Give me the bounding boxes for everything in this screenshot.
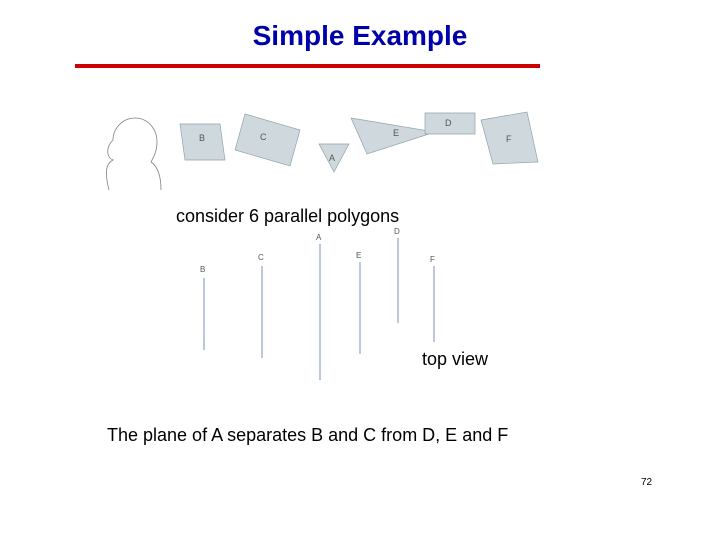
poly-a-label: A [329, 153, 335, 163]
title-rule [75, 64, 540, 68]
top-label-f: F [430, 255, 435, 264]
top-label-b: B [200, 265, 205, 274]
poly-f-label: F [506, 134, 512, 144]
poly-d-label: D [445, 118, 452, 128]
viewer-head-outline [106, 118, 161, 190]
top-label-c: C [258, 253, 264, 262]
top-label-a: A [316, 233, 322, 242]
caption-topview: top view [422, 349, 488, 370]
poly-e-label: E [393, 128, 399, 138]
caption-polygons: consider 6 parallel polygons [176, 206, 399, 227]
poly-c-label: C [260, 132, 267, 142]
top-label-d: D [394, 227, 400, 236]
top-label-e: E [356, 251, 361, 260]
page-number: 72 [641, 477, 652, 488]
caption-conclusion: The plane of A separates B and C from D,… [107, 425, 508, 446]
perspective-diagram: B C A E D F [95, 110, 540, 198]
poly-b-label: B [199, 133, 205, 143]
slide-title: Simple Example [0, 20, 720, 52]
poly-c [235, 114, 300, 166]
